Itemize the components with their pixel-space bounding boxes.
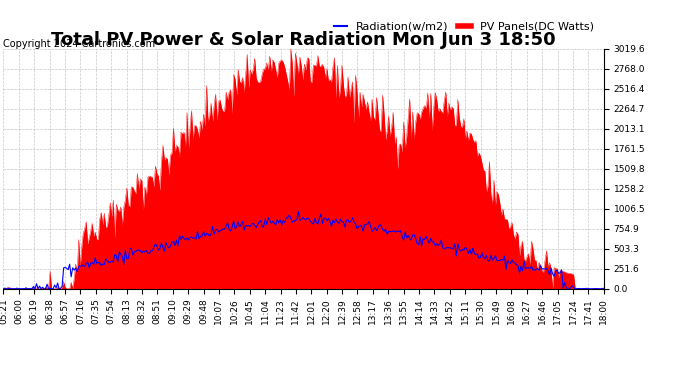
Text: Copyright 2024 Cartronics.com: Copyright 2024 Cartronics.com [3, 39, 155, 50]
Title: Total PV Power & Solar Radiation Mon Jun 3 18:50: Total PV Power & Solar Radiation Mon Jun… [51, 31, 556, 49]
Legend: Radiation(w/m2), PV Panels(DC Watts): Radiation(w/m2), PV Panels(DC Watts) [329, 17, 598, 36]
